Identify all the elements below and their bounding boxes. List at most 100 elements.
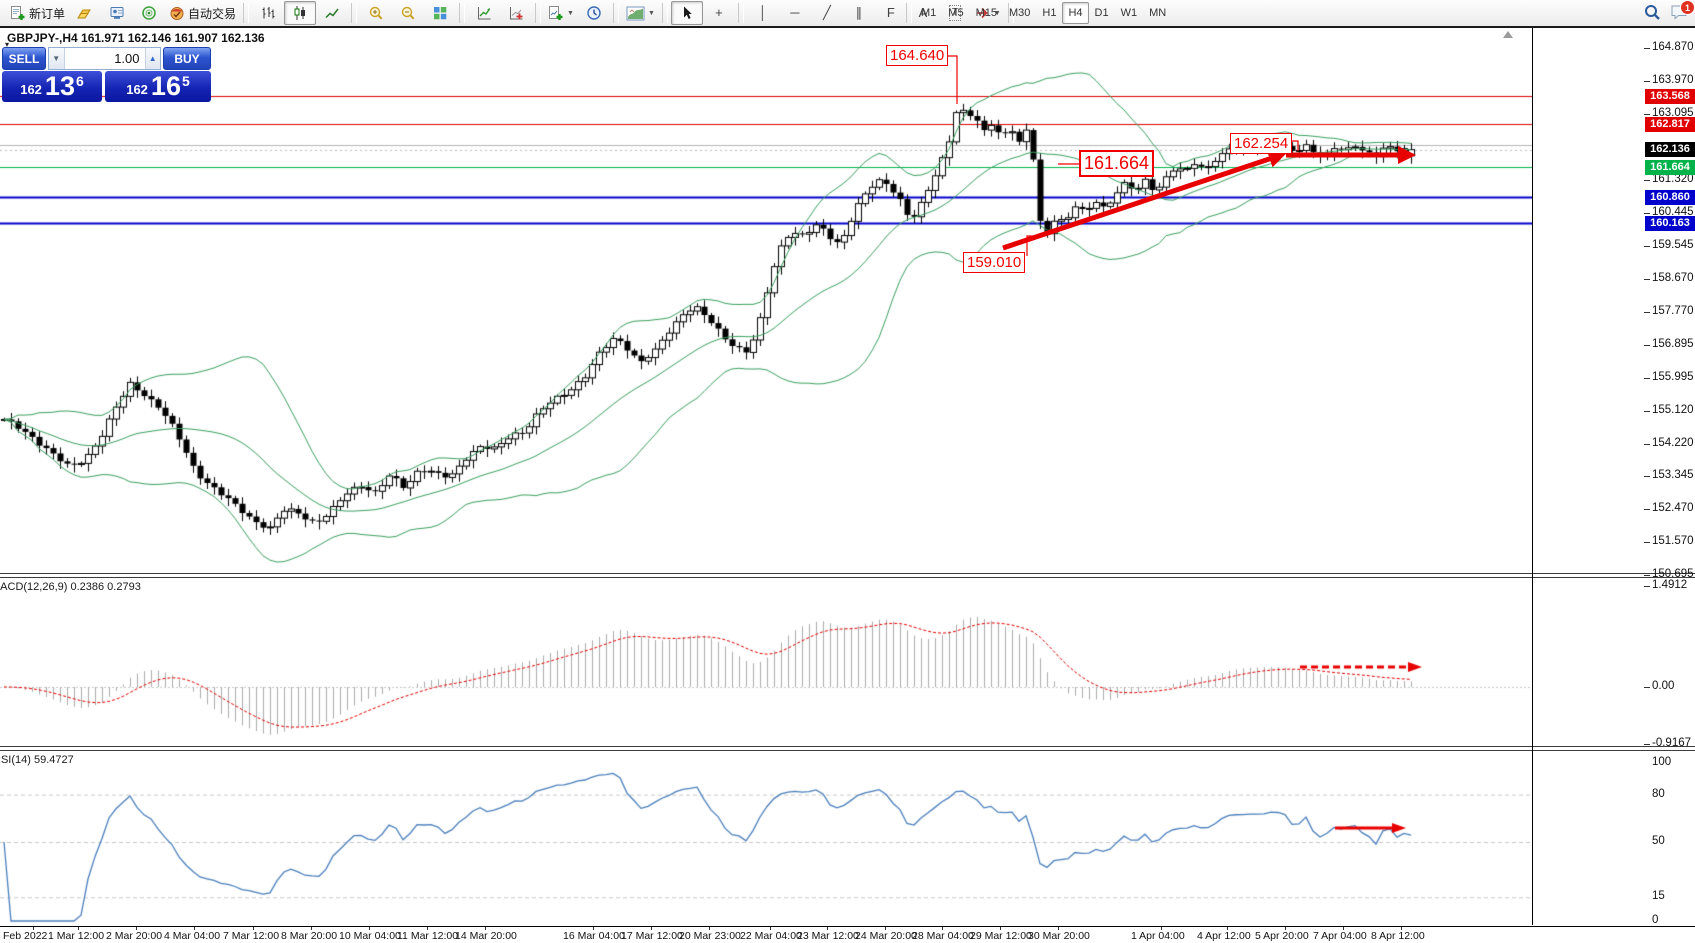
periods-button[interactable] (578, 1, 610, 25)
time-axis-tick (1161, 927, 1162, 930)
vertical-line-button[interactable]: │ (747, 1, 779, 25)
buy-button[interactable]: BUY (163, 47, 211, 70)
autotrading-button[interactable]: 自动交易 (165, 1, 240, 25)
panel-separator[interactable] (0, 573, 1695, 578)
timeframe-button-m15[interactable]: M15 (975, 7, 997, 19)
timeframe-button-m30[interactable]: M30 (1008, 7, 1031, 19)
price-badge: 161.664 (1645, 159, 1695, 175)
time-axis-label: 14 Mar 20:00 (455, 930, 517, 942)
price-badge: 162.136 (1645, 142, 1695, 158)
zoom-in-button[interactable] (360, 1, 392, 25)
chart-shift-marker[interactable] (1503, 31, 1513, 38)
timeframe-button-h1[interactable]: H1 (1042, 7, 1057, 19)
time-axis-label: 7 Mar 12:00 (223, 930, 280, 942)
timeframe-button-m1[interactable]: M1 (921, 7, 937, 19)
timeframe-toolbar: M1 M5 M15 M30 H1 H4 D1 W1 MN (903, 2, 1172, 24)
time-axis-label: 11 Mar 12:00 (397, 930, 459, 942)
macd-indicator-canvas[interactable] (0, 579, 1532, 746)
time-axis-tick (827, 927, 828, 930)
time-axis-tick (253, 927, 254, 930)
autotrading-icon (169, 5, 185, 21)
terminal-button[interactable] (101, 1, 133, 25)
time-axis-label: 17 Mar 12:00 (621, 930, 683, 942)
timeframe-button-mn[interactable]: MN (1149, 7, 1167, 19)
time-axis-tick (1058, 927, 1059, 930)
cursor-button[interactable] (670, 1, 703, 25)
annotation-price-label[interactable]: 159.010 (963, 252, 1026, 273)
candlestick-mode-button[interactable] (284, 1, 317, 25)
chart-shift-button[interactable] (500, 1, 532, 25)
new-chart-button[interactable]: ▼ (544, 1, 578, 25)
fibonacci-button[interactable]: F (875, 1, 907, 25)
text-button[interactable]: A (907, 1, 939, 25)
toolbar-separator (243, 3, 250, 23)
zoom-out-icon (400, 5, 416, 21)
buy-price-display[interactable]: 162 16 5 (105, 71, 211, 102)
price-axis-tick: 157.770 (1652, 304, 1694, 317)
sell-price-prefix: 162 (20, 82, 42, 97)
dropdown-caret-icon: ▼ (567, 9, 574, 17)
time-axis-tick (485, 927, 486, 930)
price-axis-tick: 150.695 (1652, 568, 1694, 581)
price-chart-canvas[interactable] (0, 28, 1532, 577)
signals-button[interactable] (133, 1, 165, 25)
rsi-scale-tick: 50 (1652, 835, 1665, 847)
volume-input[interactable] (64, 48, 145, 69)
search-button[interactable] (1643, 3, 1662, 22)
rsi-indicator-canvas[interactable] (0, 752, 1532, 924)
price-axis-tick-dash (1644, 344, 1650, 346)
annotation-price-label[interactable]: 161.664 (1079, 150, 1155, 177)
time-axis-tick (1343, 927, 1344, 930)
timeframe-button-h4[interactable]: H4 (1062, 2, 1089, 24)
trade-panel-collapse-icon[interactable]: ▾ (5, 40, 10, 49)
macd-scale-zero: 0.00 (1652, 680, 1675, 692)
templates-button[interactable]: ▼ (622, 1, 659, 25)
price-axis-tick-dash (1644, 476, 1650, 478)
timeframe-button-d1[interactable]: D1 (1094, 7, 1109, 19)
fibonacci-icon: F (886, 5, 895, 20)
time-axis-tick (1401, 927, 1402, 930)
gold-chart-button[interactable] (69, 1, 101, 25)
new-order-button[interactable]: 新订单 (6, 1, 69, 25)
candlestick-icon (292, 5, 308, 21)
volume-increase-button[interactable]: ▲ (144, 48, 160, 69)
volume-decrease-button[interactable]: ▼ (49, 48, 65, 69)
time-axis-label: 8 Apr 12:00 (1371, 930, 1425, 942)
line-chart-mode-button[interactable] (316, 1, 348, 25)
time-axis[interactable]: Feb 2022 1 Mar 12:00 2 Mar 20:00 4 Mar 04:0… (0, 926, 1695, 943)
arrows-button[interactable]: ▼ (971, 1, 1005, 25)
price-axis-tick-dash (1644, 744, 1650, 745)
tile-windows-button[interactable] (424, 1, 456, 25)
equidistant-channel-button[interactable]: ∥ (843, 1, 875, 25)
price-badge: 160.860 (1645, 189, 1695, 205)
crosshair-button[interactable]: + (703, 1, 735, 25)
rsi-label: RSI(14) 59.4727 (0, 754, 74, 766)
toolbar-separator (737, 3, 744, 23)
horizontal-line-button[interactable]: ─ (779, 1, 811, 25)
toolbar-separator (661, 3, 668, 23)
time-axis-label: 20 Mar 23:00 (679, 930, 741, 942)
time-axis-label: 8 Mar 20:00 (281, 930, 338, 942)
sell-button[interactable]: SELL (2, 47, 46, 70)
bar-chart-mode-button[interactable] (252, 1, 284, 25)
auto-scroll-button[interactable] (468, 1, 500, 25)
annotation-price-label[interactable]: 164.640 (886, 45, 949, 66)
annotation-price-label[interactable]: 162.254 (1230, 133, 1293, 154)
price-axis-tick-dash (1644, 575, 1650, 577)
time-axis-tick (942, 927, 943, 930)
zoom-out-button[interactable] (392, 1, 424, 25)
price-axis-line (1532, 28, 1533, 925)
sell-price-display[interactable]: 162 13 6 (2, 71, 102, 102)
panel-separator[interactable] (0, 746, 1695, 751)
toolbar-separator (906, 3, 912, 23)
price-axis-tick: 155.120 (1652, 403, 1694, 416)
timeframe-button-w1[interactable]: W1 (1120, 7, 1138, 19)
price-badge: 163.568 (1645, 88, 1695, 104)
text-label-button[interactable]: T (939, 1, 971, 25)
toolbar-right-group: 1 (1643, 0, 1695, 22)
timeframe-button-m5[interactable]: M5 (948, 7, 964, 19)
toolbar-separator (351, 3, 358, 23)
chat-button[interactable]: 1 (1670, 0, 1695, 21)
price-axis-tick: 159.545 (1652, 238, 1694, 251)
trendline-button[interactable]: ╱ (811, 1, 843, 25)
